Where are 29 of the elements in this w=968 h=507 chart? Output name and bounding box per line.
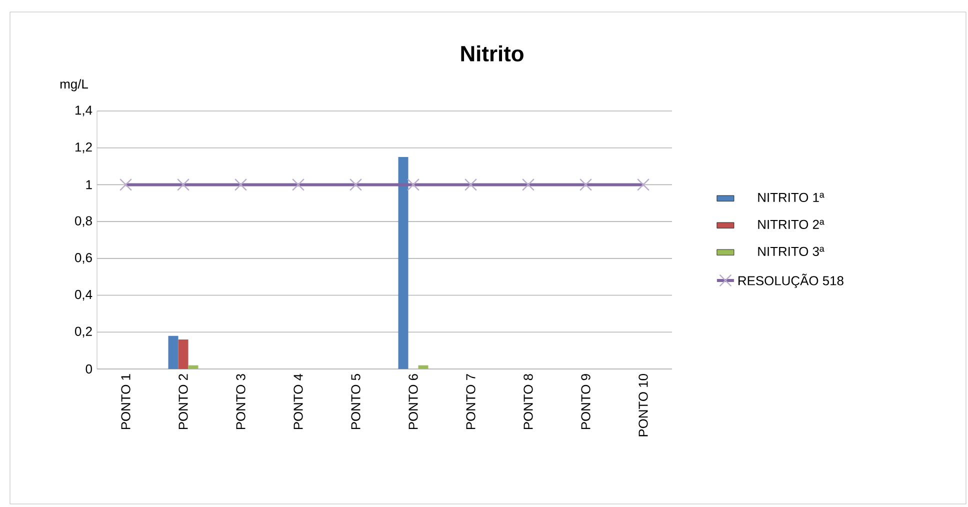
- y-tick-label: 1,4: [75, 106, 92, 116]
- bar: [178, 340, 188, 369]
- y-tick-label: 0,2: [74, 326, 92, 338]
- y-tick-label: 0,4: [74, 290, 92, 301]
- x-tick-label: PONTO 6: [408, 374, 418, 430]
- legend-label: RESOLUÇÃO 518: [738, 274, 844, 288]
- x-tick-label: PONTO 2: [178, 374, 188, 430]
- x-tick-label: PONTO 10: [638, 374, 648, 436]
- legend-label: NITRITO 1ª: [758, 192, 824, 202]
- y-tick-label: 0,6: [74, 253, 92, 264]
- legend-label: NITRITO 2ª: [758, 220, 824, 230]
- bar: [418, 365, 428, 369]
- x-tick-label: PONTO 7: [466, 374, 476, 430]
- x-tick-label: PONTO 5: [351, 374, 360, 430]
- bar: [188, 365, 198, 369]
- x-tick-label: PONTO 9: [581, 374, 590, 430]
- x-tick-label: PONTO 8: [524, 374, 533, 430]
- bar: [398, 157, 408, 369]
- legend-label: NITRITO 3ª: [758, 246, 824, 256]
- y-axis-title: mg/L: [60, 79, 88, 92]
- y-tick-label: 0,8: [74, 216, 92, 227]
- y-tick-label: 1: [86, 180, 92, 190]
- y-tick-label: 1,2: [75, 142, 92, 154]
- chart-title: Nitrito: [461, 45, 524, 62]
- x-tick-label: PONTO 1: [121, 374, 130, 430]
- x-tick-label: PONTO 3: [236, 374, 246, 430]
- y-tick-label: 0: [86, 364, 92, 374]
- x-tick-label: PONTO 4: [294, 374, 303, 430]
- bar: [168, 336, 178, 369]
